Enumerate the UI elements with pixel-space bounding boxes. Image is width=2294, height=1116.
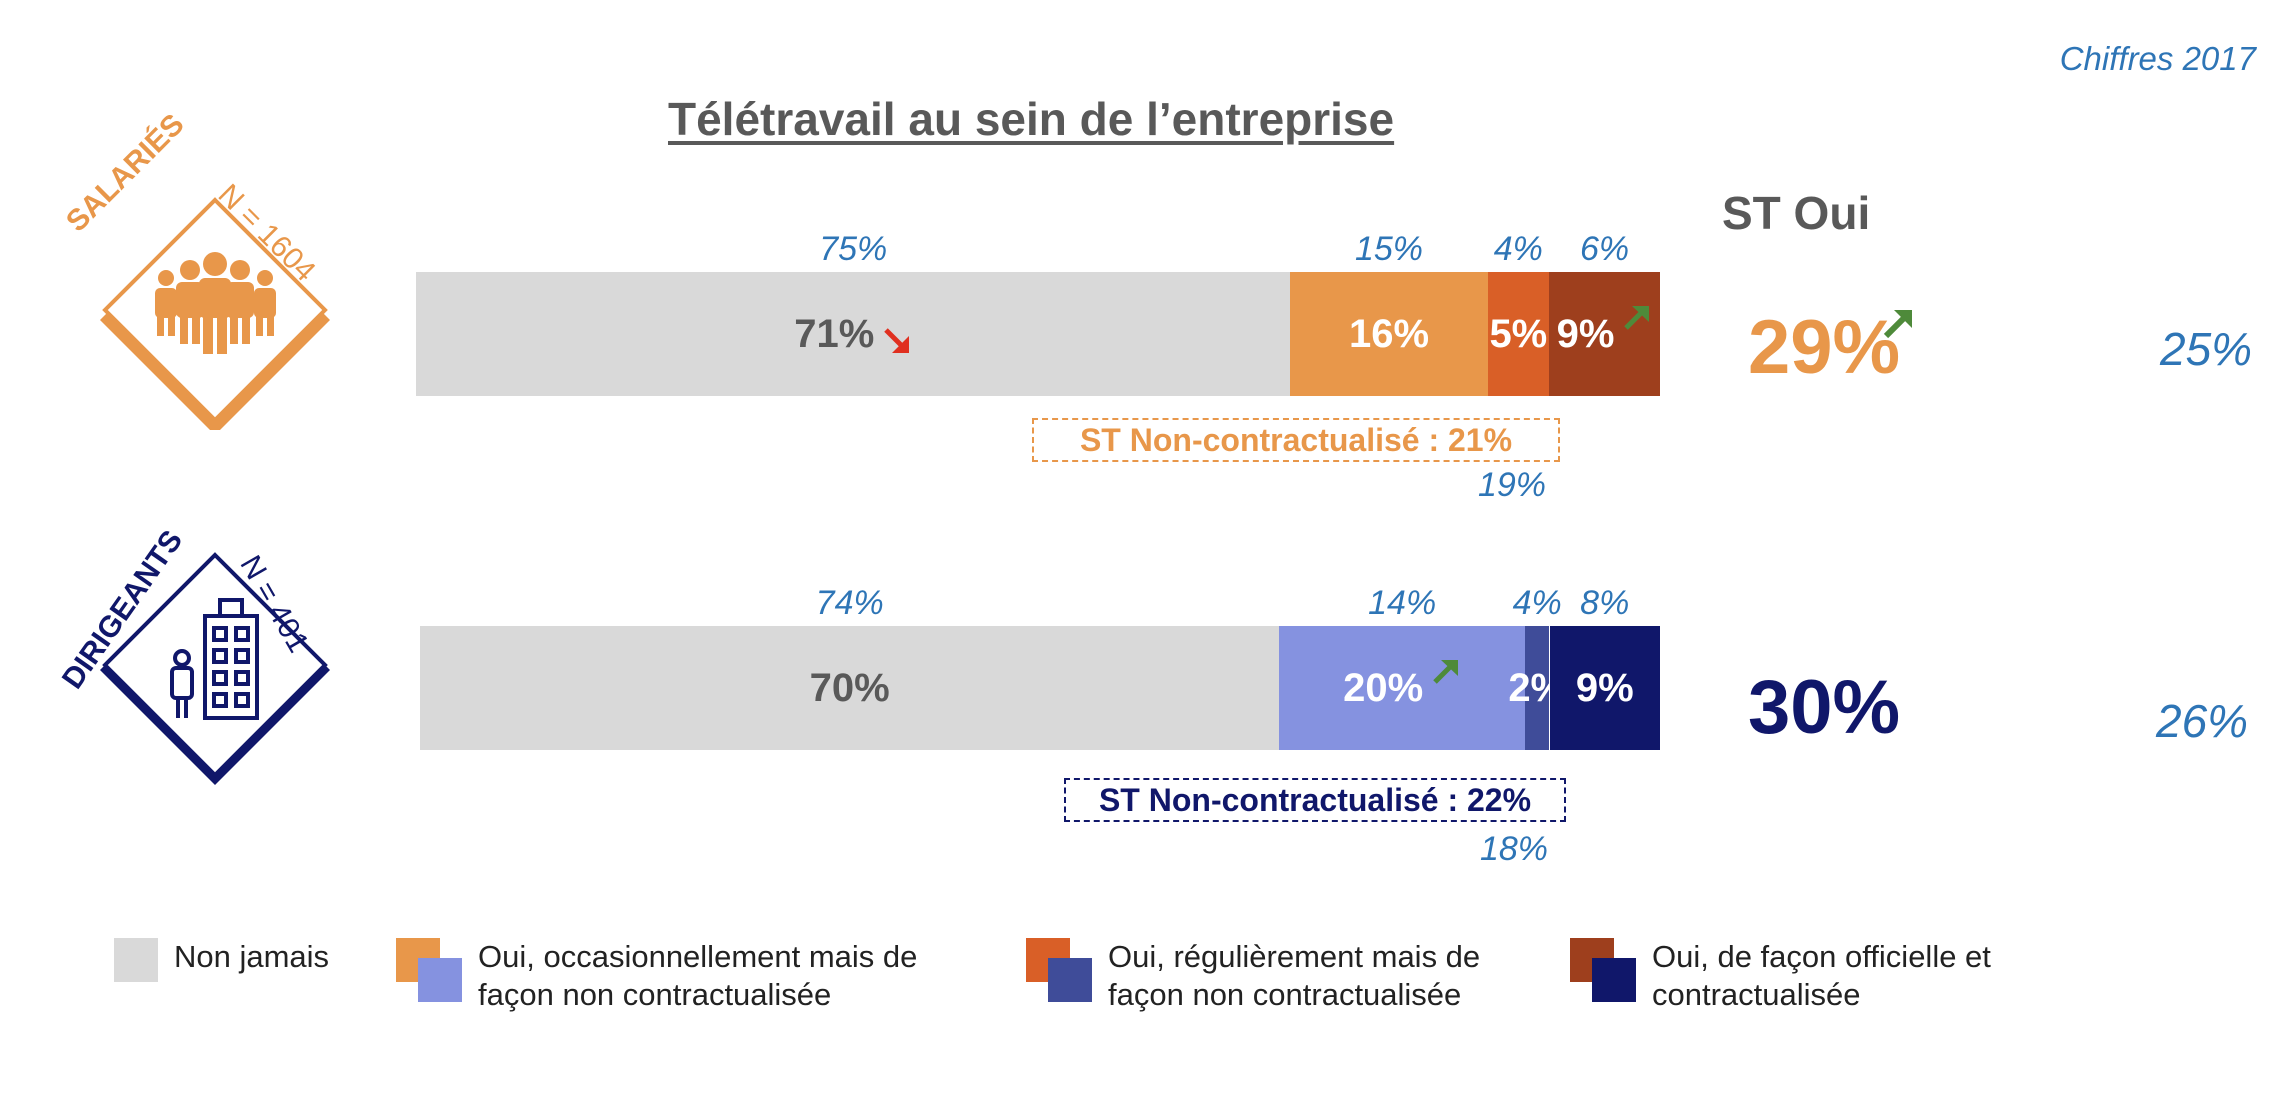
legend-label: Non jamais [174, 939, 330, 974]
salaries-previous-year-labels: 75% 15% 4% 6% [416, 230, 1660, 270]
bar-value-label: 71% [794, 311, 875, 356]
dirigeants-previous-year-labels: 74% 14% 4% 8% [420, 584, 1660, 624]
previous-year-label: 8% [1580, 584, 1630, 622]
salaries-st-oui-value: 29% [1748, 305, 1901, 390]
people-icon [155, 252, 276, 354]
bar-value-label: 70% [809, 665, 890, 710]
bar-segment: 71% [416, 272, 1291, 396]
legend-label-line: façon non contractualisée [1108, 977, 1462, 1012]
legend-label-line: contractualisée [1652, 977, 1861, 1012]
dirigeants-badge-graphic [100, 552, 330, 785]
bar-value-label: 16% [1348, 311, 1430, 356]
legend-label-line: Oui, de façon officielle et [1652, 939, 1991, 974]
legend-swatch [418, 958, 462, 1002]
legend-label-line: façon non contractualisée [478, 977, 832, 1012]
legend-label-line: Oui, régulièrement mais de [1108, 939, 1481, 974]
salaries-st-oui-up-arrow-icon [1883, 310, 1912, 339]
previous-year-label: 74% [815, 584, 884, 622]
st-oui-heading: ST Oui [1722, 187, 1871, 239]
legend-label: Oui, régulièrement mais de façon non cont… [1108, 938, 1480, 1014]
previous-year-label: 75% [819, 230, 888, 268]
legend-swatch [114, 938, 158, 982]
trend-up-arrow-icon [1433, 660, 1459, 684]
legend-label: Oui, de façon officielle et contractualis… [1652, 938, 1991, 1014]
trend-up-arrow-icon [1624, 306, 1650, 330]
bar-segment: 20% [1279, 626, 1525, 750]
bar-segment: 70% [420, 626, 1280, 750]
dirigeants-st-non-contractualise-previous: 18% [1479, 830, 1549, 868]
bar-value-label: 9% [1575, 665, 1634, 710]
previous-year-label: 14% [1368, 584, 1437, 622]
previous-year-label: 6% [1579, 230, 1630, 268]
legend-item: Non jamais [114, 938, 329, 998]
previous-year-label: 4% [1493, 230, 1543, 268]
trend-down-arrow-icon [884, 328, 910, 353]
salaries-badge-graphic [100, 197, 330, 435]
dirigeants-st-non-contractualise: ST Non-contractualisé : 22% [1064, 778, 1566, 822]
bar-value-label: 9% [1556, 311, 1615, 356]
chart-title: Télétravail au sein de l’entreprise [668, 93, 1395, 145]
salaries-st-non-contractualise: ST Non-contractualisé : 21% [1032, 418, 1560, 462]
dirigeants-badge [70, 530, 350, 800]
bar-segment: 9% [1549, 272, 1660, 396]
legend-swatch [1592, 958, 1636, 1002]
legend-label-line: Oui, occasionnellement mais de [478, 939, 918, 974]
year-note: Chiffres 2017 [2059, 40, 2256, 77]
bar-value-label: 20% [1343, 665, 1424, 710]
previous-year-label: 4% [1512, 584, 1562, 622]
dirigeants-st-oui-previous: 26% [2156, 695, 2249, 747]
office-building-icon [170, 598, 259, 720]
salaries-badge [70, 160, 350, 435]
bar-segment: 2% [1508, 626, 1566, 750]
salaries-st-oui-previous: 25% [2160, 323, 2253, 375]
bar-value-label: 5% [1489, 311, 1548, 356]
salaries-stacked-bar: 71% 16% 5% 9% [416, 272, 1660, 396]
legend-label: Oui, occasionnellement mais de façon non … [478, 938, 917, 1014]
legend-item: Oui, de façon officielle et contractualis… [1570, 938, 1991, 1014]
bar-segment: 5% [1487, 272, 1550, 396]
legend-swatch [1048, 958, 1092, 1002]
bar-segment: 9% [1549, 626, 1660, 750]
salaries-st-non-contractualise-previous: 19% [1477, 466, 1547, 504]
legend-item: Oui, occasionnellement mais de façon non … [396, 938, 917, 1014]
dirigeants-st-oui-value: 30% [1748, 665, 1901, 750]
bar-segment: 16% [1290, 272, 1488, 396]
legend-item: Oui, régulièrement mais de façon non cont… [1026, 938, 1480, 1014]
dirigeants-stacked-bar: 70% 20% 2% 9% [420, 626, 1660, 750]
previous-year-label: 15% [1354, 230, 1424, 268]
